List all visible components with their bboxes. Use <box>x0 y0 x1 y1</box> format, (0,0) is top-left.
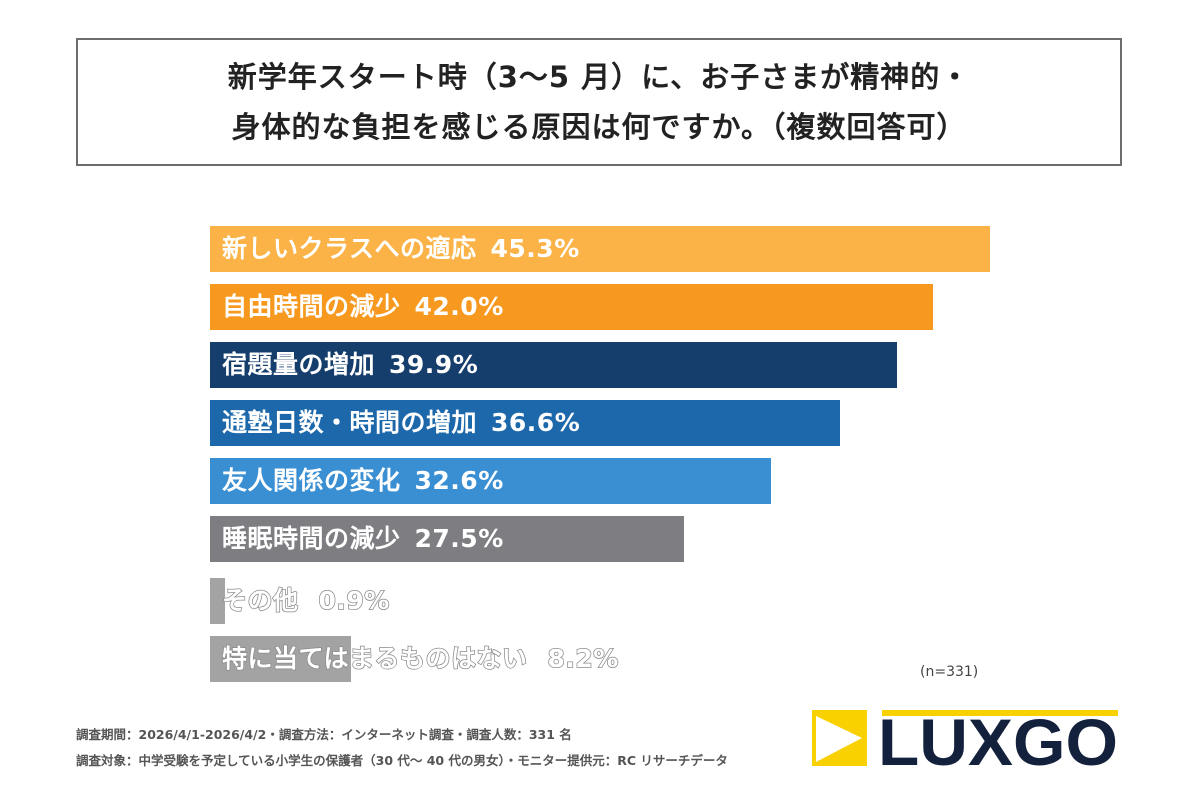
bar-label: 新しいクラスへの適応 45.3% <box>222 226 580 272</box>
category-label: その他 <box>221 585 299 616</box>
bar-4 <box>210 400 841 446</box>
bar-label: 特に当てはまるものはない 8.2% <box>221 636 619 682</box>
chart-title-line-1: 新学年スタート時（3〜5 月）に、お子さまが精神的・ <box>227 60 971 94</box>
chart-title-box: 新学年スタート時（3〜5 月）に、お子さまが精神的・ 身体的な負担を感じる原因は… <box>76 38 1122 166</box>
category-label: 自由時間の減少 <box>222 292 401 321</box>
bar-label: 通塾日数・時間の増加 36.6% <box>222 400 580 446</box>
category-label: 特に当てはまるものはない <box>221 643 528 674</box>
value-label: 8.2% <box>547 643 619 674</box>
value-label: 42.0% <box>414 292 504 321</box>
category-label: 通塾日数・時間の増加 <box>222 408 478 437</box>
bar-label: 宿題量の増加 39.9% <box>222 342 478 388</box>
bar-label: その他 0.9% <box>221 578 390 624</box>
value-label: 27.5% <box>414 524 504 553</box>
bar-chart: 新しいクラスへの適応 45.3% 自由時間の減少 42.0% 宿題量の増加 39.9% 通塾… <box>210 226 990 682</box>
value-label: 39.9% <box>389 350 479 379</box>
category-label: 睡眠時間の減少 <box>222 524 401 553</box>
bar-7 <box>210 578 226 624</box>
bar-8 <box>210 636 352 682</box>
category-label: 宿題量の増加 <box>222 350 376 379</box>
bar-label: 自由時間の減少 42.0% <box>222 284 504 330</box>
value-label: 32.6% <box>414 466 504 495</box>
bar-6 <box>210 516 684 562</box>
bar-3 <box>210 342 898 388</box>
luxgo-logo: LUXGO <box>812 708 1118 768</box>
bar-1 <box>210 226 990 272</box>
value-label: 36.6% <box>491 408 581 437</box>
chart-title-line-2: 身体的な負担を感じる原因は何ですか。（複数回答可） <box>231 110 967 144</box>
svg-text:LUXGO: LUXGO <box>878 708 1118 768</box>
bar-2 <box>210 284 934 330</box>
survey-note-period: 調査期間：2026/4/1-2026/4/2・調査方法：インターネット調査・調査… <box>76 727 572 742</box>
category-label: 友人関係の変化 <box>222 466 401 495</box>
survey-note-target: 調査対象：中学受験を予定している小学生の保護者（30 代〜 40 代の男女）・モ… <box>76 753 728 768</box>
value-label: 0.9% <box>318 585 390 616</box>
bar-label: 友人関係の変化 32.6% <box>222 458 504 504</box>
bar-5 <box>210 458 772 504</box>
sample-size: (n=331) <box>920 664 979 680</box>
category-label: 新しいクラスへの適応 <box>222 234 477 263</box>
bar-label: 睡眠時間の減少 27.5% <box>222 516 504 562</box>
value-label: 45.3% <box>490 234 580 263</box>
